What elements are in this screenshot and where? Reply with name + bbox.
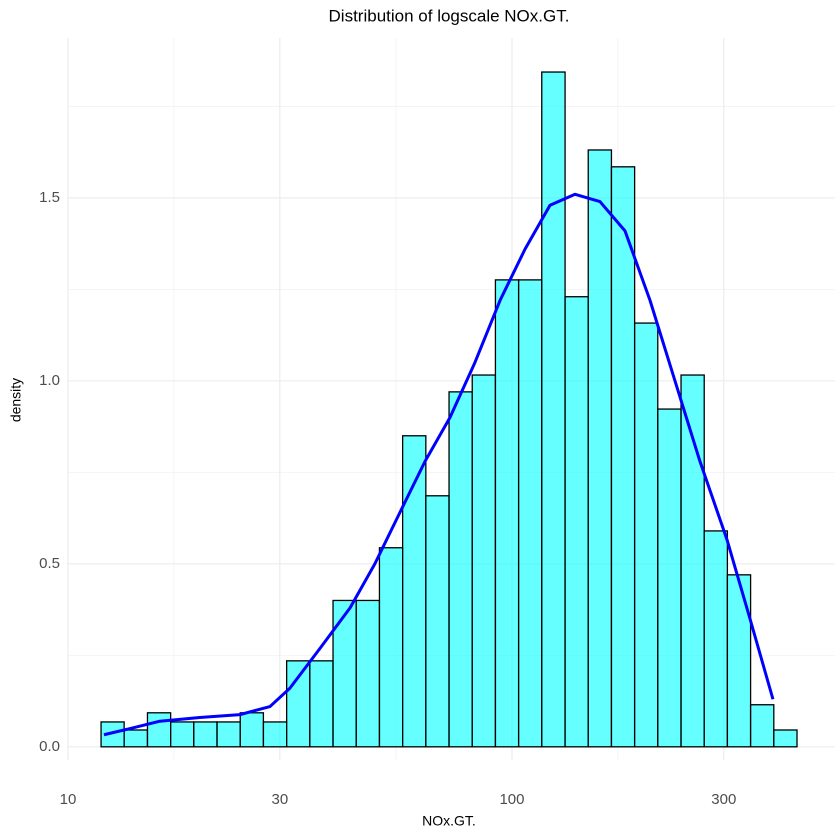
bar [332,599,357,748]
bar [703,530,729,748]
x-tick-label: 10 [60,791,77,808]
bar [448,391,473,748]
bar [726,574,752,748]
bar [239,712,265,748]
bar [657,408,682,748]
y-tick-label: 1.0 [39,372,60,389]
bar [378,547,404,748]
bar [749,704,775,748]
bar [633,322,659,748]
bar [680,374,705,748]
bar [262,721,288,748]
x-tick-label: 30 [271,791,288,808]
bar [425,495,450,748]
bar [123,729,149,748]
bar [216,721,241,748]
chart-title: Distribution of logscale NOx.GT. [329,6,570,25]
y-tick-label: 0.0 [39,738,60,755]
bar [146,712,172,748]
y-tick-label: 1.5 [39,189,60,206]
bar [193,721,218,748]
x-tick-label: 300 [711,791,736,808]
bar [494,279,520,748]
bar [587,149,613,748]
bar [517,279,543,748]
y-axis-label: density [8,378,24,422]
bar [773,729,798,748]
bar [541,71,566,748]
x-tick-label: 100 [499,791,524,808]
y-tick-label: 0.5 [39,555,60,572]
density-line [103,192,775,737]
x-axis-label: NOx.GT. [422,813,476,829]
bar [309,660,334,748]
bar [355,599,381,748]
bar [471,374,497,748]
bar [610,166,636,748]
bar [170,721,195,748]
bar [564,296,589,748]
bar [286,660,311,748]
